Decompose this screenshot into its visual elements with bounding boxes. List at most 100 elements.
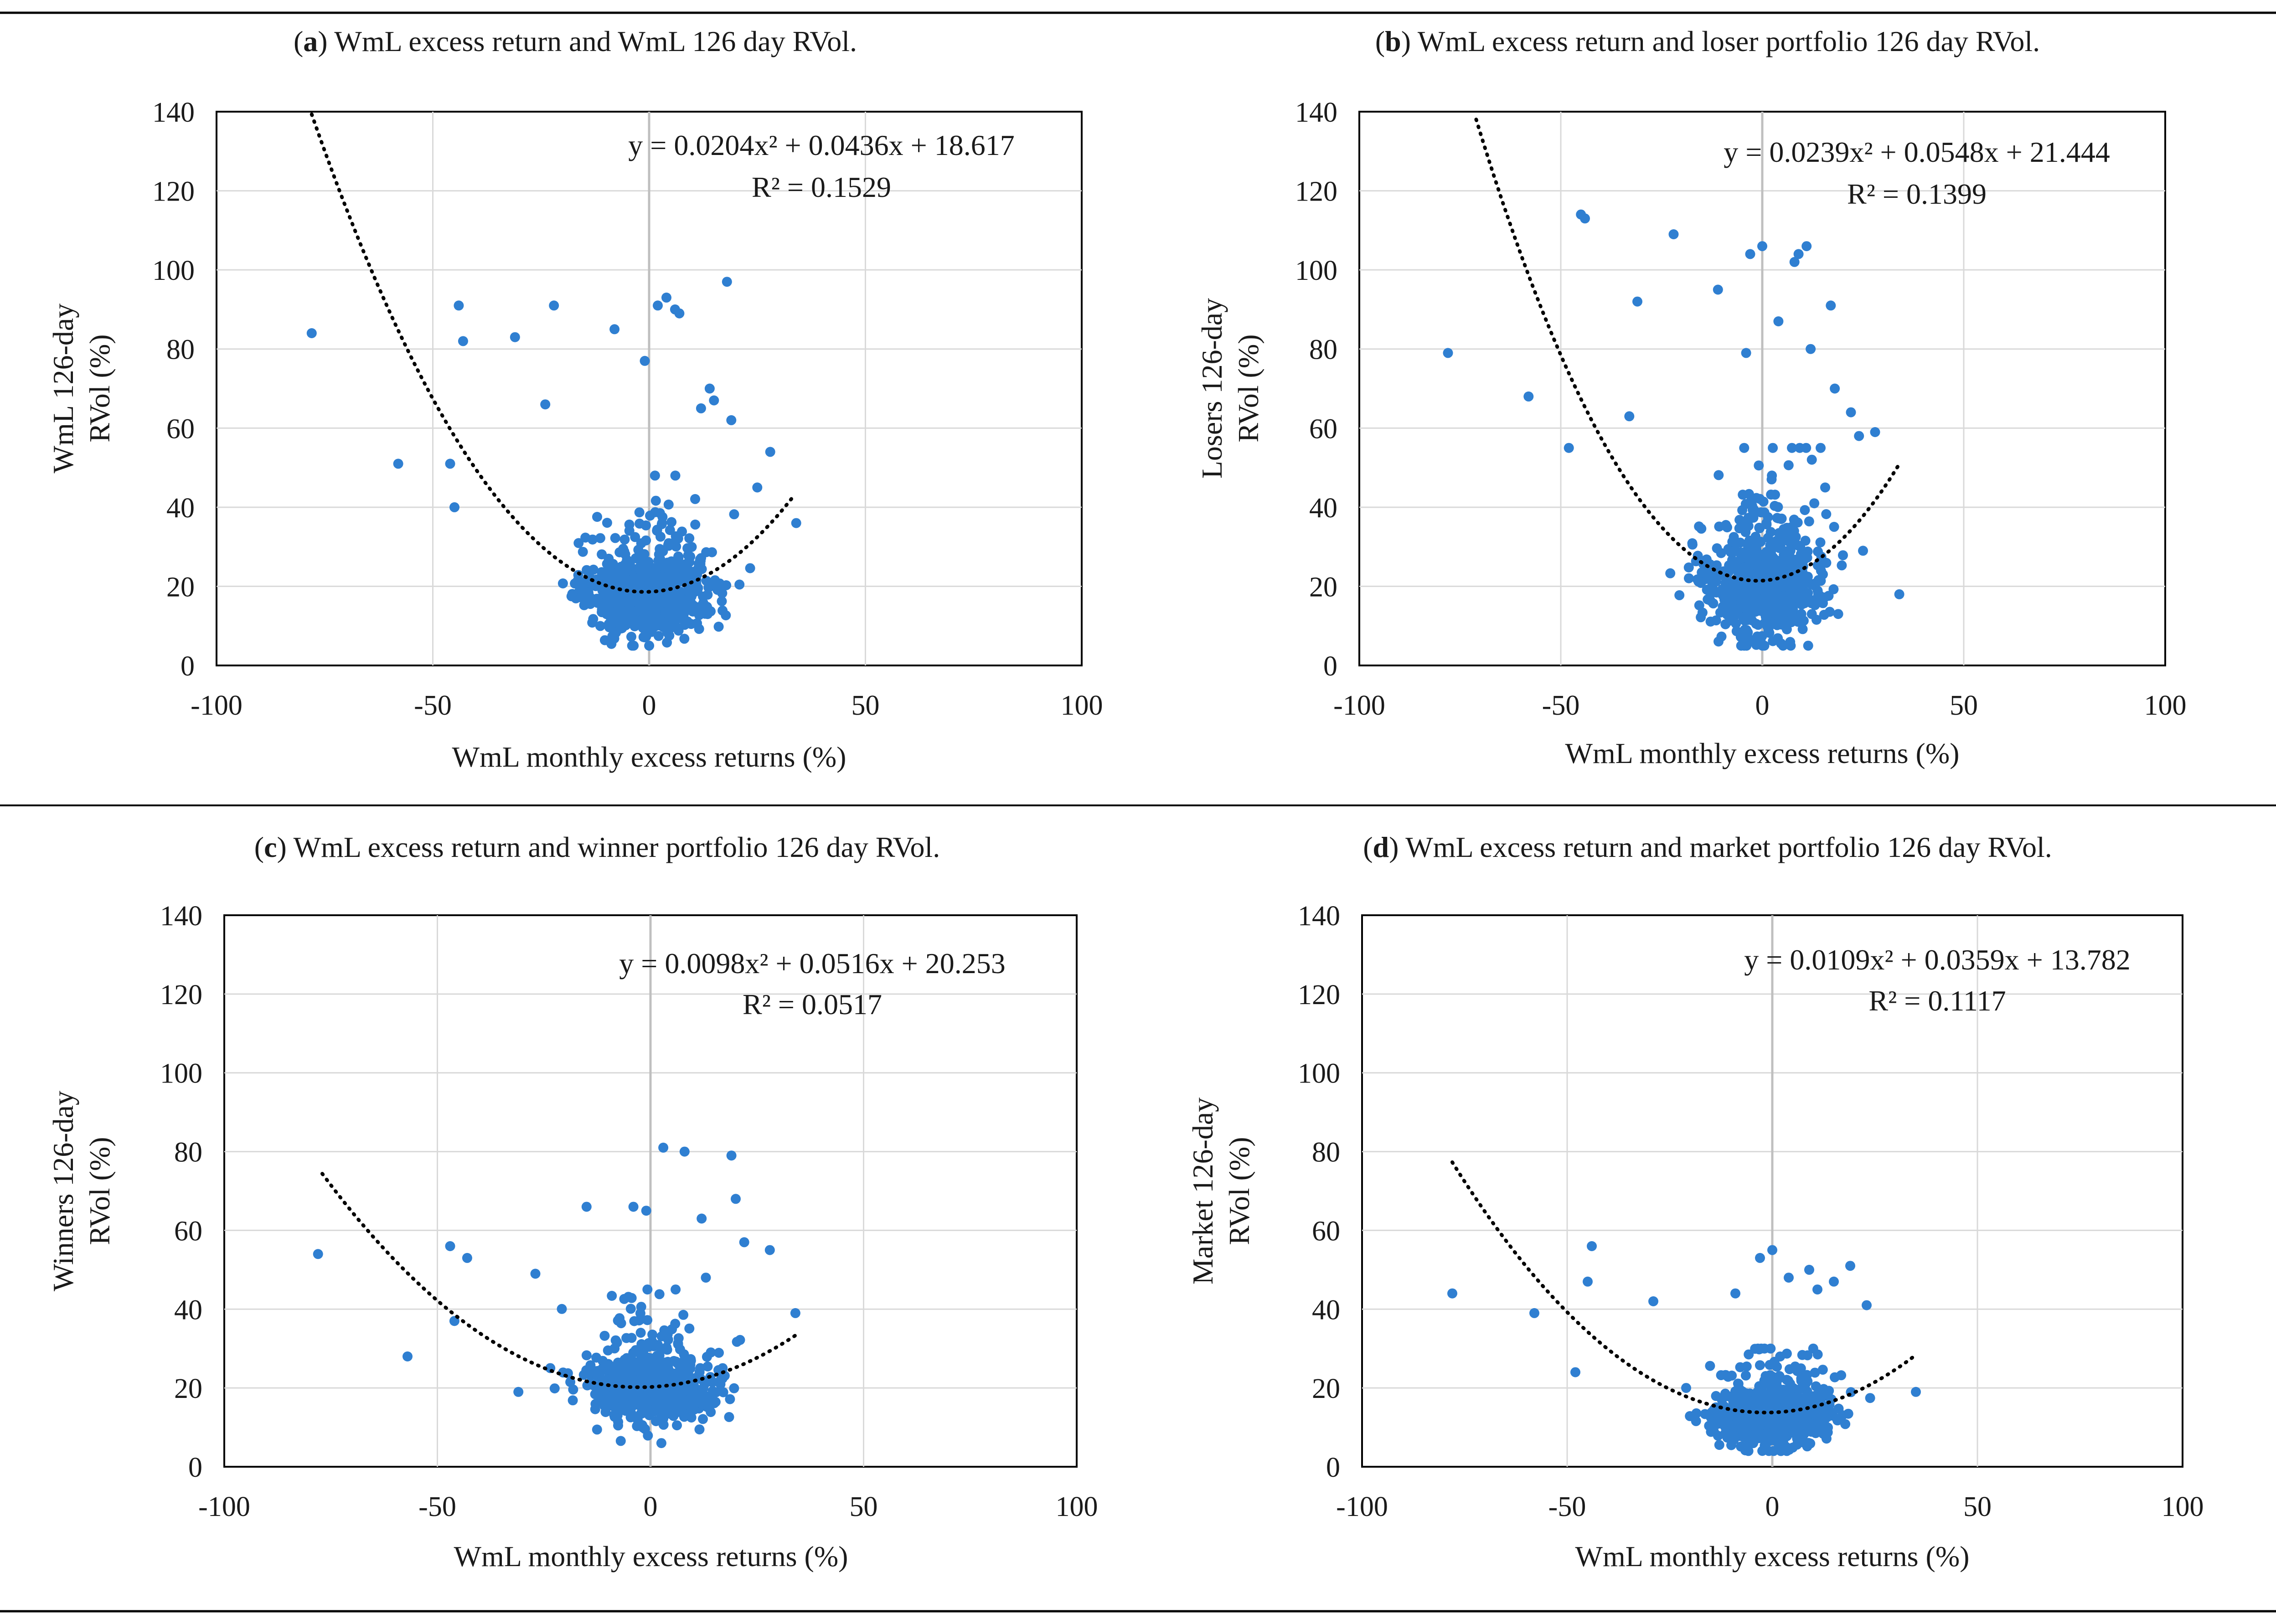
scatter-point [576, 592, 587, 603]
scatter-point [557, 578, 568, 588]
trend-line [320, 1172, 797, 1389]
scatter-point [1769, 1356, 1780, 1367]
scatter-point [1632, 296, 1642, 307]
scatter-point [610, 607, 620, 618]
scatter-point [1687, 539, 1698, 550]
scatter-point [663, 1335, 673, 1345]
scatter-point [1745, 249, 1755, 259]
scatter-point [660, 1407, 671, 1418]
scatter-point [702, 605, 712, 616]
scatter-point [578, 1370, 589, 1380]
scatter-point [680, 619, 690, 630]
scatter-point [620, 1364, 630, 1374]
y-tick-label: 100 [160, 1058, 202, 1089]
scatter-point [701, 547, 712, 557]
scatter-point [678, 1396, 688, 1407]
x-tick-label: 100 [1061, 690, 1103, 721]
scatter-point [739, 1237, 749, 1248]
scatter-point [1739, 614, 1749, 625]
scatter-point [1911, 1387, 1921, 1397]
scatter-point [1741, 348, 1751, 358]
panel-a-caption: (a) WmL excess return and WmL 126 day RV… [294, 25, 857, 57]
scatter-point [668, 601, 678, 611]
scatter-point [1772, 513, 1782, 523]
panel-a-equation: y = 0.0204x² + 0.0436x + 18.617 [628, 129, 1014, 161]
scatter-point [636, 538, 646, 548]
scatter-point [1665, 568, 1676, 578]
scatter-point [658, 1142, 669, 1153]
scatter-point [462, 1253, 472, 1263]
scatter-point [393, 459, 403, 469]
scatter-point [632, 1397, 642, 1407]
scatter-point [1775, 534, 1785, 544]
x-tick-label: 100 [2162, 1491, 2204, 1522]
panel-c-y-axis-label: Winners 126-day RVol (%) [47, 1091, 116, 1291]
scatter-point [1691, 1408, 1702, 1418]
scatter-point [646, 627, 657, 637]
scatter-point [722, 277, 732, 287]
scatter-point [1668, 229, 1679, 239]
scatter-point [1730, 1288, 1740, 1299]
scatter-point [306, 328, 317, 338]
scatter-point [1789, 515, 1799, 525]
y-tick-label: 60 [1309, 413, 1337, 444]
scatter-point [1722, 602, 1733, 613]
scatter-point [672, 1357, 682, 1368]
scatter-point [679, 1412, 689, 1422]
scatter-point [690, 582, 701, 592]
scatter-point [313, 1249, 323, 1259]
scatter-point [765, 447, 775, 457]
scatter-point [764, 1245, 775, 1255]
x-tick-label: 50 [1963, 1491, 1992, 1522]
y-tick-label: 80 [166, 335, 195, 366]
scatter-point [1837, 560, 1847, 571]
scatter-point [1757, 1433, 1767, 1443]
scatter-point [1714, 1440, 1724, 1450]
scatter-point [643, 1430, 653, 1441]
scatter-point [1713, 470, 1724, 480]
scatter-point [1791, 1410, 1801, 1420]
scatter-point [1784, 1273, 1794, 1283]
scatter-point [669, 615, 679, 625]
scatter-point [689, 1394, 699, 1405]
scatter-point [1720, 1370, 1731, 1380]
scatter-point [1713, 1418, 1723, 1429]
scatter-point [1766, 490, 1776, 500]
scatter-point [1789, 526, 1799, 536]
scatter-point [1817, 1365, 1828, 1375]
scatter-point [681, 1365, 692, 1375]
scatter-point [1587, 1241, 1597, 1251]
y-tick-label: 40 [1309, 493, 1337, 524]
panel-a-r-squared: R² = 0.1529 [752, 171, 891, 203]
panel-a-y-axis-label: WmL 126-day RVol (%) [47, 304, 116, 474]
scatter-point [706, 1407, 716, 1417]
scatter-point [696, 1388, 706, 1399]
scatter-point [619, 1294, 630, 1304]
scatter-point [602, 518, 612, 528]
scatter-point [1743, 569, 1753, 579]
scatter-point [1783, 546, 1793, 556]
scatter-point [707, 1386, 718, 1396]
scatter-point [445, 1241, 455, 1251]
scatter-point [620, 616, 631, 626]
scatter-point [1713, 284, 1723, 295]
scatter-point [710, 575, 720, 586]
scatter-point [680, 561, 691, 571]
scatter-point [643, 598, 654, 608]
scatter-point [620, 549, 630, 559]
scatter-point [1770, 500, 1780, 511]
scatter-point [1737, 505, 1748, 516]
scatter-point [645, 1408, 655, 1418]
scatter-point [721, 580, 732, 590]
scatter-point [1803, 640, 1813, 651]
scatter-point [1745, 1411, 1755, 1421]
scatter-point [698, 1414, 708, 1424]
scatter-point [625, 1412, 636, 1423]
scatter-point [630, 1361, 640, 1371]
x-tick-label: 50 [1950, 690, 1978, 721]
y-tick-label: 60 [174, 1216, 202, 1247]
scatter-point [1858, 546, 1868, 556]
scatter-point [670, 1319, 681, 1329]
scatter-point [609, 1389, 619, 1399]
scatter-point [641, 617, 652, 627]
